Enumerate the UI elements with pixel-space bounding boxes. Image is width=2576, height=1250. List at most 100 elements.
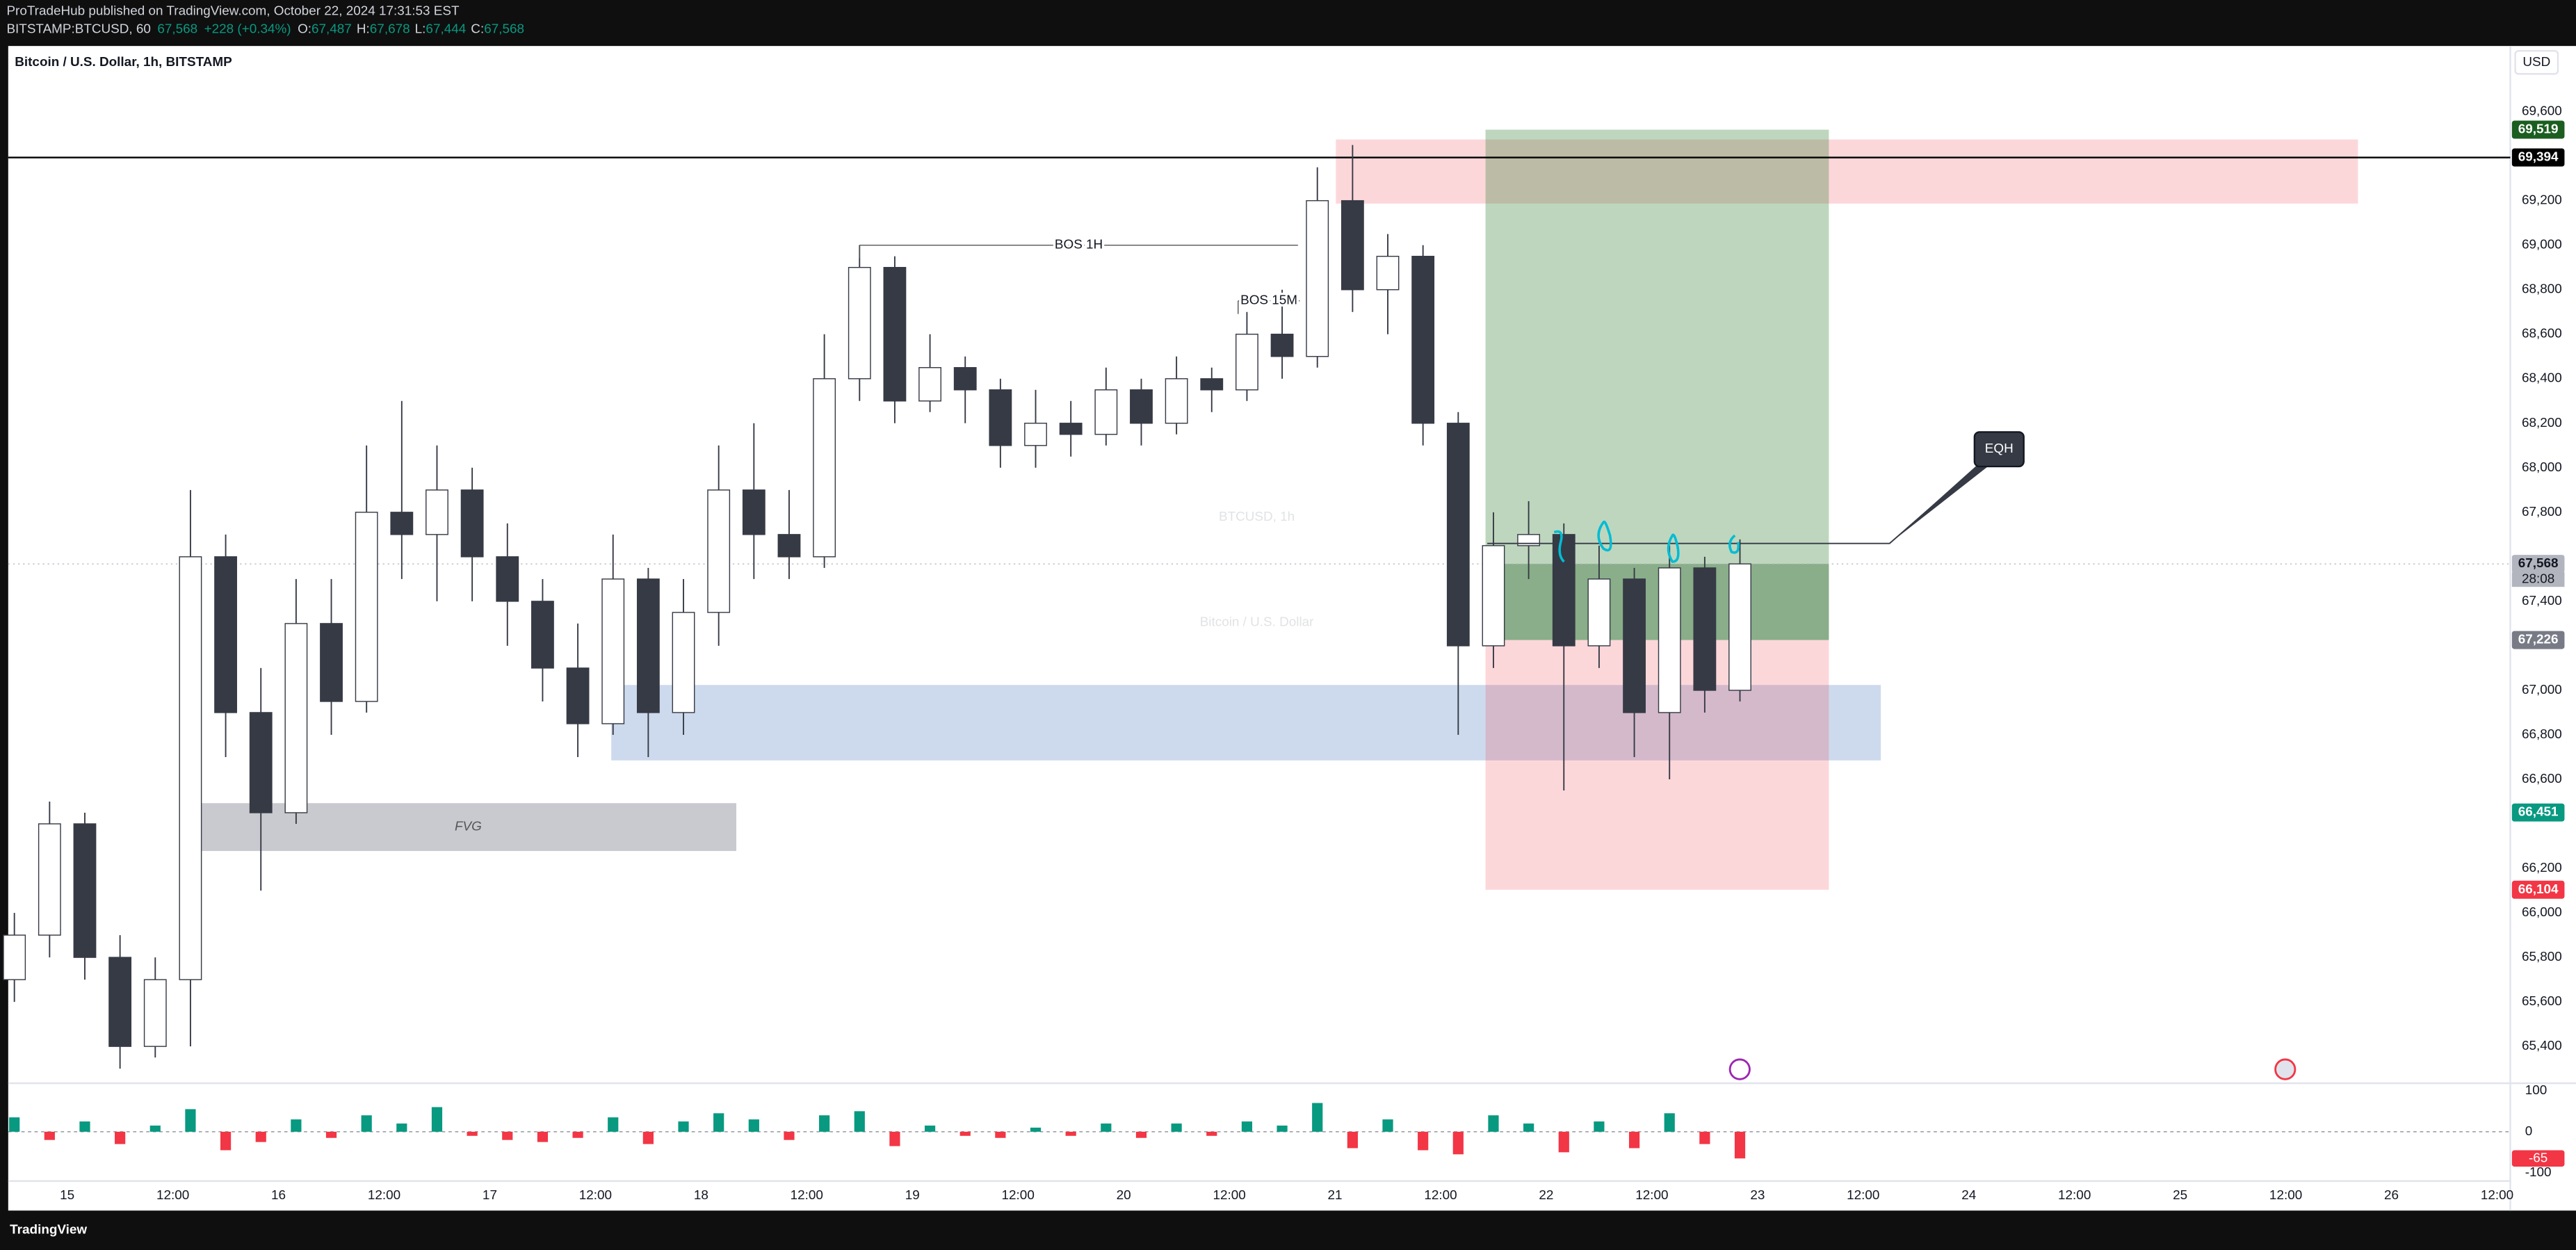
osc-bar [1065, 1131, 1076, 1136]
osc-bar [1452, 1131, 1464, 1155]
osc-tick-label: -100 [2525, 1165, 2552, 1180]
osc-bar [572, 1131, 583, 1138]
osc-bar [361, 1115, 372, 1132]
watermark-symbol: BTCUSD, 1h [1219, 510, 1295, 524]
x-tick-label: 17 [483, 1188, 497, 1203]
osc-bar [537, 1131, 549, 1142]
candle-body [813, 378, 836, 558]
candle-body [320, 623, 343, 702]
osc-bar [44, 1131, 55, 1140]
osc-bar [1558, 1131, 1569, 1153]
x-tick-label: 21 [1328, 1188, 1343, 1203]
price-label-box [2511, 555, 2565, 574]
zone [1336, 139, 2358, 204]
price-label-box [2511, 880, 2565, 899]
candle-body [601, 578, 625, 724]
osc-bar [467, 1131, 478, 1136]
x-tick-label: 20 [1117, 1188, 1131, 1203]
osc-bar [642, 1131, 654, 1144]
last-price: 67,568 [157, 22, 197, 37]
osc-bar [115, 1131, 126, 1144]
osc-bar [1101, 1123, 1112, 1132]
osc-bar [185, 1109, 196, 1132]
osc-bar [1312, 1103, 1323, 1132]
event-icon[interactable] [1728, 1058, 1751, 1080]
x-tick-label: 12:00 [791, 1188, 823, 1203]
candle-body [179, 556, 202, 980]
osc-bar [748, 1119, 759, 1132]
bos-label: BOS 1H [1055, 238, 1103, 252]
x-tick-label: 12:00 [368, 1188, 400, 1203]
y-tick-label: 68,000 [2522, 460, 2562, 475]
osc-bar [1241, 1121, 1253, 1132]
osc-bar [924, 1126, 936, 1132]
y-tick-label: 69,200 [2522, 193, 2562, 208]
y-tick-label: 66,600 [2522, 772, 2562, 786]
osc-bar [1664, 1113, 1675, 1132]
candle-body [1482, 545, 1505, 647]
osc-bar [79, 1121, 90, 1132]
x-tick-label: 12:00 [1847, 1188, 1879, 1203]
y-tick-label: 66,000 [2522, 905, 2562, 920]
candle-body [989, 389, 1012, 446]
candle-body [1658, 567, 1681, 713]
candle-body [636, 578, 660, 713]
x-tick-label: 12:00 [1213, 1188, 1245, 1203]
candle-body [460, 489, 484, 558]
candle-body [1587, 578, 1611, 647]
y-tick-label: 68,800 [2522, 282, 2562, 297]
candle-body [390, 512, 414, 535]
bos-label: BOS 15M [1240, 293, 1297, 308]
x-tick-label: 15 [60, 1188, 74, 1203]
osc-bar [713, 1113, 724, 1132]
candle-body [672, 612, 695, 713]
candle-body [284, 623, 308, 813]
candle-body [1165, 378, 1188, 424]
x-tick-label: 16 [271, 1188, 286, 1203]
position-open [1485, 564, 1829, 640]
osc-bar [1734, 1131, 1746, 1159]
y-tick-label: 65,600 [2522, 994, 2562, 1009]
candle-body [143, 979, 167, 1047]
y-tick-label: 68,600 [2522, 327, 2562, 341]
ohlc-label: L: [415, 22, 426, 37]
candle-body [1376, 255, 1400, 291]
osc-bar [608, 1117, 619, 1132]
candle-body [566, 667, 590, 724]
event-icon[interactable] [2274, 1058, 2296, 1080]
pane-title: Bitcoin / U.S. Dollar, 1h, BITSTAMP [15, 55, 232, 70]
candle-body [1024, 423, 1047, 446]
y-tick-label: 67,800 [2522, 505, 2562, 519]
scribbles [1553, 520, 1740, 563]
scribble [1728, 534, 1740, 554]
osc-bar [431, 1107, 443, 1132]
candle-body [73, 823, 97, 958]
osc-bar [1699, 1131, 1710, 1144]
x-tick-label: 12:00 [2269, 1188, 2302, 1203]
osc-bar [889, 1131, 900, 1146]
y-tick-label: 68,400 [2522, 371, 2562, 386]
candle-body [1693, 567, 1717, 691]
x-tick-label: 12:00 [2481, 1188, 2513, 1203]
candle-body [1270, 334, 1294, 357]
candle-body [214, 556, 237, 713]
osc-bar [9, 1117, 20, 1132]
candle-body [1623, 578, 1646, 713]
osc-value-box [2511, 1150, 2565, 1167]
zone-label: FVG [455, 820, 482, 834]
osc-bar [149, 1126, 161, 1132]
price-label: 67,568 [2518, 556, 2559, 571]
candle-body [496, 556, 519, 602]
y-tick-label: 67,000 [2522, 683, 2562, 697]
price-label-box [2511, 148, 2565, 167]
countdown: 28:08 [2522, 572, 2554, 587]
x-tick-label: 12:00 [579, 1188, 612, 1203]
x-tick-label: 26 [2384, 1188, 2399, 1203]
currency-button[interactable] [2514, 50, 2559, 75]
ohlc-label: O: [298, 22, 311, 37]
osc-bar [819, 1115, 830, 1132]
osc-bar [502, 1131, 513, 1140]
x-tick-label: 12:00 [1002, 1188, 1035, 1203]
price-label: 67,226 [2518, 633, 2559, 647]
price-label-box [2511, 631, 2565, 649]
